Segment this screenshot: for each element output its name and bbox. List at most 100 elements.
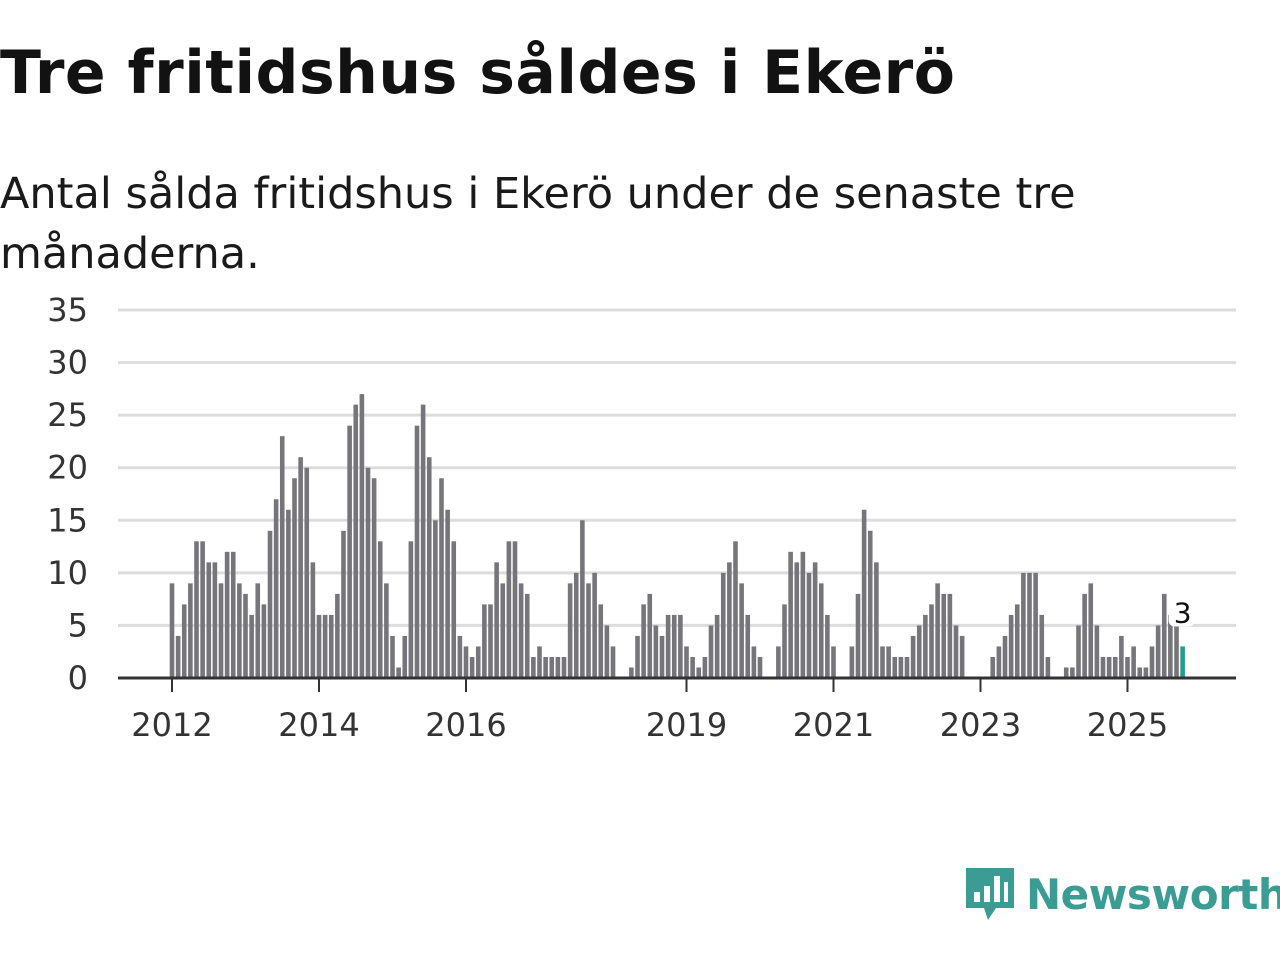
bar	[249, 614, 254, 678]
bar	[733, 541, 738, 678]
bar	[653, 625, 659, 678]
bar	[567, 583, 573, 678]
bar	[463, 646, 469, 678]
bar	[1119, 635, 1124, 678]
bar	[537, 646, 542, 678]
bar	[659, 635, 665, 678]
bar	[292, 478, 297, 678]
bar	[322, 614, 328, 678]
bar	[641, 604, 646, 678]
bar	[482, 604, 487, 678]
bar	[959, 635, 965, 678]
bar	[408, 541, 414, 678]
bar	[353, 404, 359, 678]
bar	[923, 614, 928, 678]
bar	[696, 667, 702, 678]
bars	[169, 394, 1185, 678]
bar	[684, 646, 689, 678]
chart-title: Tre fritidshus såldes i Ekerö	[0, 38, 956, 108]
bar	[1161, 593, 1167, 678]
bar	[610, 646, 616, 678]
y-tick-label: 25	[47, 396, 88, 434]
bar	[218, 583, 224, 678]
bar	[1045, 656, 1051, 678]
bar	[1014, 604, 1020, 678]
bar	[304, 467, 310, 678]
x-tick-label: 2021	[793, 706, 874, 744]
bar	[935, 583, 940, 678]
bar	[488, 604, 493, 678]
chart-subtitle: Antal sålda fritidshus i Ekerö under de …	[0, 169, 1076, 279]
bar	[224, 551, 230, 678]
bar	[586, 583, 591, 678]
highlight-value-label: 3	[1174, 596, 1192, 629]
bar	[1137, 667, 1143, 678]
bar	[457, 635, 463, 678]
bar	[898, 656, 904, 678]
bar	[1143, 667, 1149, 678]
x-tick-label: 2025	[1087, 706, 1168, 744]
bar	[818, 583, 824, 678]
bar	[580, 520, 585, 678]
bar	[880, 646, 885, 678]
y-tick-label: 10	[47, 554, 88, 592]
bar	[812, 562, 818, 678]
x-tick-label: 2016	[425, 706, 506, 744]
bar	[1021, 572, 1026, 678]
bar	[347, 425, 352, 678]
bar	[745, 614, 751, 678]
bar	[175, 635, 181, 678]
bar	[328, 614, 334, 678]
bar	[506, 541, 512, 678]
bar	[402, 635, 408, 678]
bar	[953, 625, 959, 678]
bar	[194, 541, 199, 678]
y-tick-label: 20	[47, 449, 88, 487]
bar	[635, 635, 640, 678]
bar	[298, 457, 303, 678]
y-tick-label: 15	[47, 501, 88, 539]
bar	[181, 604, 187, 678]
bar	[169, 583, 175, 678]
bar	[861, 509, 867, 678]
bar	[500, 583, 506, 678]
bar	[341, 530, 346, 678]
bar	[1106, 656, 1112, 678]
bar	[1076, 625, 1081, 678]
bar	[1027, 572, 1032, 678]
bar	[445, 509, 450, 678]
bar	[739, 583, 744, 678]
bar	[592, 572, 597, 678]
bar	[1168, 614, 1173, 678]
bar	[279, 436, 285, 678]
bar	[788, 551, 793, 678]
bar	[475, 646, 481, 678]
bar	[629, 667, 634, 678]
bar	[690, 656, 695, 678]
bar	[359, 394, 365, 678]
bar	[702, 656, 708, 678]
bar	[720, 572, 726, 678]
bar	[561, 656, 567, 678]
bar	[1100, 656, 1106, 678]
newsworthy-brand: Newsworthy	[964, 864, 1280, 924]
bar	[200, 541, 205, 678]
bar	[604, 625, 610, 678]
bar	[892, 656, 898, 678]
bar	[433, 520, 438, 678]
bar	[469, 656, 475, 678]
bar	[414, 425, 420, 678]
bar	[555, 656, 561, 678]
bar	[678, 614, 683, 678]
bar	[757, 656, 763, 678]
bar	[1088, 583, 1094, 678]
y-tick-label: 0	[68, 659, 88, 697]
brand-name: Newsworthy	[1026, 869, 1280, 919]
bar	[390, 635, 395, 678]
bar	[396, 667, 401, 678]
bar	[237, 583, 242, 678]
bar	[531, 656, 536, 678]
bar	[1033, 572, 1038, 678]
x-tick-label: 2019	[646, 706, 727, 744]
